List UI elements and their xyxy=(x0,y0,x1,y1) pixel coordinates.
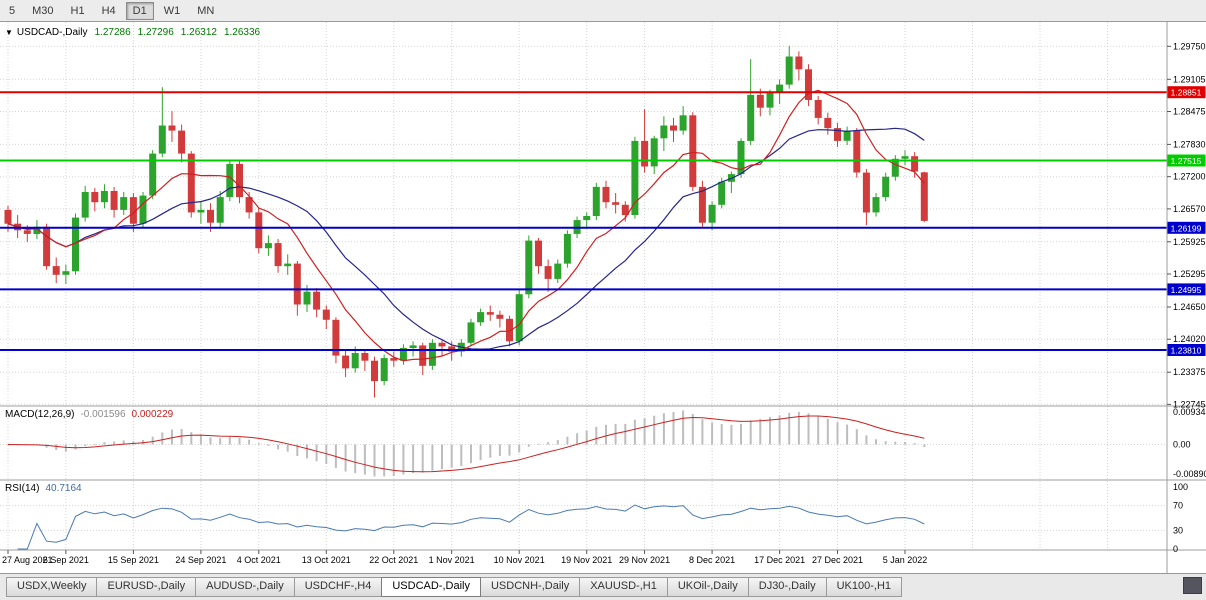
timeframe-toolbar: 5 M30 H1 H4 D1 W1 MN xyxy=(0,0,1206,22)
svg-text:0: 0 xyxy=(1173,544,1178,554)
svg-text:1.28851: 1.28851 xyxy=(1171,88,1202,98)
svg-text:1.23375: 1.23375 xyxy=(1173,367,1206,377)
svg-text:22 Oct 2021: 22 Oct 2021 xyxy=(369,555,418,565)
symbol-name: USDCAD-,Daily xyxy=(16,27,88,38)
tab-ukoil-daily[interactable]: UKOil-,Daily xyxy=(666,577,749,597)
svg-text:1.23810: 1.23810 xyxy=(1171,346,1202,356)
price-chart-canvas[interactable]: 1.288511.275151.261991.249951.238101.297… xyxy=(0,22,1206,573)
svg-text:100: 100 xyxy=(1173,482,1188,492)
svg-text:1.29750: 1.29750 xyxy=(1173,41,1206,51)
timeframe-button-m30[interactable]: M30 xyxy=(32,4,54,17)
svg-text:1.27515: 1.27515 xyxy=(1171,156,1202,166)
indicator-layer xyxy=(7,89,926,550)
svg-text:1.24995: 1.24995 xyxy=(1171,285,1202,295)
chart-tab-bar: USDX,Weekly EURUSD-,Daily AUDUSD-,Daily USD… xyxy=(0,573,1206,600)
svg-text:1 Nov 2021: 1 Nov 2021 xyxy=(429,555,475,565)
svg-text:30: 30 xyxy=(1173,525,1183,535)
price-badge-1.23810 xyxy=(1167,344,1206,356)
price-badge-1.27515 xyxy=(1167,154,1206,167)
svg-text:1.25925: 1.25925 xyxy=(1173,237,1206,247)
svg-text:1.28475: 1.28475 xyxy=(1173,107,1206,117)
candles-layer[interactable] xyxy=(4,45,928,398)
macd-title: MACD(12,26,9) xyxy=(5,409,75,420)
svg-text:1.26570: 1.26570 xyxy=(1173,204,1206,214)
tabs-scrollbar[interactable] xyxy=(1183,577,1202,594)
timeframe-button-h1[interactable]: H1 xyxy=(70,4,85,17)
chart-background[interactable] xyxy=(0,22,1206,573)
ohlc-high: 1.27296 xyxy=(137,27,174,38)
timeframe-button-w1[interactable]: W1 xyxy=(163,4,181,17)
timeframe-button-mn[interactable]: MN xyxy=(197,4,215,17)
svg-text:8 Dec 2021: 8 Dec 2021 xyxy=(689,555,735,565)
ohlc-open: 1.27286 xyxy=(94,27,131,38)
macd-indicator-label: MACD(12,26,9) -0.001596 0.000229 xyxy=(5,409,173,420)
rsi-value: 40.7164 xyxy=(45,483,82,494)
rsi-indicator-label: RSI(14) 40.7164 xyxy=(5,483,82,494)
svg-text:27 Dec 2021: 27 Dec 2021 xyxy=(812,555,863,565)
chart-region[interactable]: 1.28851 1.27515 1.26199 1.24995 1.23810 1.297… xyxy=(0,22,1206,573)
svg-text:70: 70 xyxy=(1173,501,1183,511)
price-badge-1.26199 xyxy=(1167,221,1206,234)
svg-text:29 Nov 2021: 29 Nov 2021 xyxy=(619,555,670,565)
svg-text:10 Nov 2021: 10 Nov 2021 xyxy=(494,555,545,565)
svg-text:1.24650: 1.24650 xyxy=(1173,302,1206,312)
svg-text:4 Oct 2021: 4 Oct 2021 xyxy=(237,555,281,565)
svg-text:0.00: 0.00 xyxy=(1173,440,1191,450)
chart-title: ▼ USDCAD-,Daily 1.27286 1.27296 1.26312 1.263… xyxy=(5,27,260,38)
svg-text:24 Sep 2021: 24 Sep 2021 xyxy=(175,555,226,565)
svg-text:5 Jan 2022: 5 Jan 2022 xyxy=(883,555,928,565)
ohlc-low: 1.26312 xyxy=(180,27,217,38)
svg-text:27 Aug 2021: 27 Aug 2021 xyxy=(2,555,53,565)
rsi-title: RSI(14) xyxy=(5,483,40,494)
levels-layer[interactable]: 1.28851 1.27515 1.26199 1.24995 1.23810 xyxy=(0,86,1206,356)
timeframe-button-d1[interactable]: D1 xyxy=(125,1,154,20)
macd-signal-value: 0.000229 xyxy=(131,409,174,420)
price-badge-1.28851 xyxy=(1167,86,1206,99)
tab-usdx-weekly[interactable]: USDX,Weekly xyxy=(6,577,98,597)
svg-text:0.009345: 0.009345 xyxy=(1173,407,1206,417)
svg-text:1.29105: 1.29105 xyxy=(1173,74,1206,84)
timeframe-button-5[interactable]: 5 xyxy=(9,4,16,17)
chart-tabs: USDX,Weekly EURUSD-,Daily AUDUSD-,Daily USD… xyxy=(6,577,903,597)
svg-text:1.22745: 1.22745 xyxy=(1173,399,1206,409)
svg-text:1.27200: 1.27200 xyxy=(1173,172,1206,182)
symbol-dropdown-icon[interactable]: ▼ xyxy=(5,28,13,37)
tab-xauusd-h1[interactable]: XAUUSD-,H1 xyxy=(579,577,668,597)
timeframe-button-h4[interactable]: H4 xyxy=(101,4,116,17)
tab-eurusd-daily[interactable]: EURUSD-,Daily xyxy=(96,577,197,597)
ohlc-close: 1.26336 xyxy=(223,27,261,38)
tab-usdcad-daily[interactable]: USDCAD-,Daily xyxy=(381,577,481,597)
macd-main-value: -0.001596 xyxy=(80,409,126,420)
svg-text:1.26199: 1.26199 xyxy=(1171,223,1202,233)
svg-text:1.27830: 1.27830 xyxy=(1173,139,1206,149)
price-badge-1.24995 xyxy=(1167,283,1206,296)
svg-text:19 Nov 2021: 19 Nov 2021 xyxy=(561,555,612,565)
svg-text:1.24020: 1.24020 xyxy=(1173,334,1206,344)
axes-layer[interactable]: 1.29750 1.29105 1.28475 1.27830 1.27200 1.265… xyxy=(0,22,1206,573)
svg-text:-0.00890: -0.00890 xyxy=(1173,469,1206,479)
svg-text:6 Sep 2021: 6 Sep 2021 xyxy=(43,555,89,565)
grid-layer xyxy=(0,22,1167,550)
svg-text:1.25295: 1.25295 xyxy=(1173,269,1206,279)
svg-text:17 Dec 2021: 17 Dec 2021 xyxy=(754,555,805,565)
tab-usdcnh-daily[interactable]: USDCNH-,Daily xyxy=(479,577,581,597)
tab-uk100-h1[interactable]: UK100-,H1 xyxy=(825,577,903,597)
tab-dj30-daily[interactable]: DJ30-,Daily xyxy=(747,577,827,597)
svg-text:15 Sep 2021: 15 Sep 2021 xyxy=(108,555,159,565)
tab-audusd-daily[interactable]: AUDUSD-,Daily xyxy=(195,577,295,597)
svg-text:13 Oct 2021: 13 Oct 2021 xyxy=(302,555,351,565)
tab-usdchf-h4[interactable]: USDCHF-,H4 xyxy=(293,577,383,597)
